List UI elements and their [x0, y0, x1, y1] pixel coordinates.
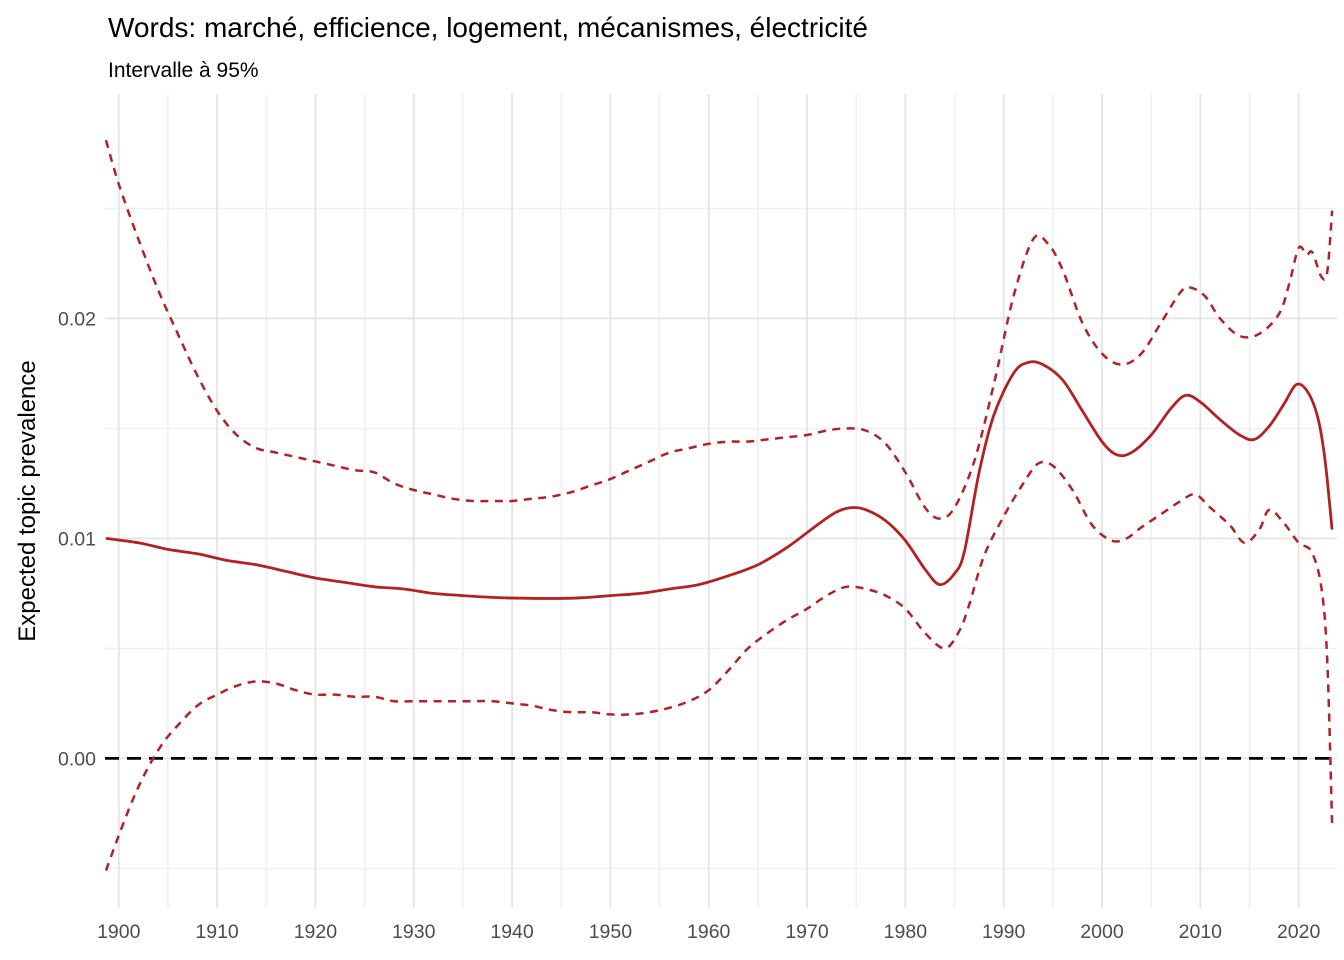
x-tick-label: 1940 [490, 921, 534, 943]
y-tick-label: 0.00 [58, 748, 96, 770]
chart-subtitle: Intervalle à 95% [108, 59, 259, 82]
x-tick-label: 2000 [1080, 921, 1124, 943]
mean-estimate-line [105, 360, 1334, 600]
y-tick-label: 0.02 [58, 308, 96, 330]
x-tick-label: 1930 [392, 921, 436, 943]
x-tick-label: 1990 [982, 921, 1026, 943]
lower-95ci-line [104, 460, 1334, 872]
x-tick-label: 1950 [589, 921, 633, 943]
x-tick-label: 1980 [884, 921, 928, 943]
x-tick-label: 1970 [785, 921, 829, 943]
x-tick-label: 2020 [1277, 921, 1321, 943]
upper-95ci-line [104, 139, 1334, 520]
x-tick-label: 1920 [294, 921, 338, 943]
y-tick-label: 0.01 [58, 528, 96, 550]
x-tick-label: 1910 [195, 921, 239, 943]
chart-title: Words: marché, efficience, logement, méc… [108, 12, 868, 43]
x-tick-label: 1900 [97, 921, 141, 943]
x-tick-label: 1960 [687, 921, 731, 943]
x-tick-label: 2010 [1179, 921, 1223, 943]
